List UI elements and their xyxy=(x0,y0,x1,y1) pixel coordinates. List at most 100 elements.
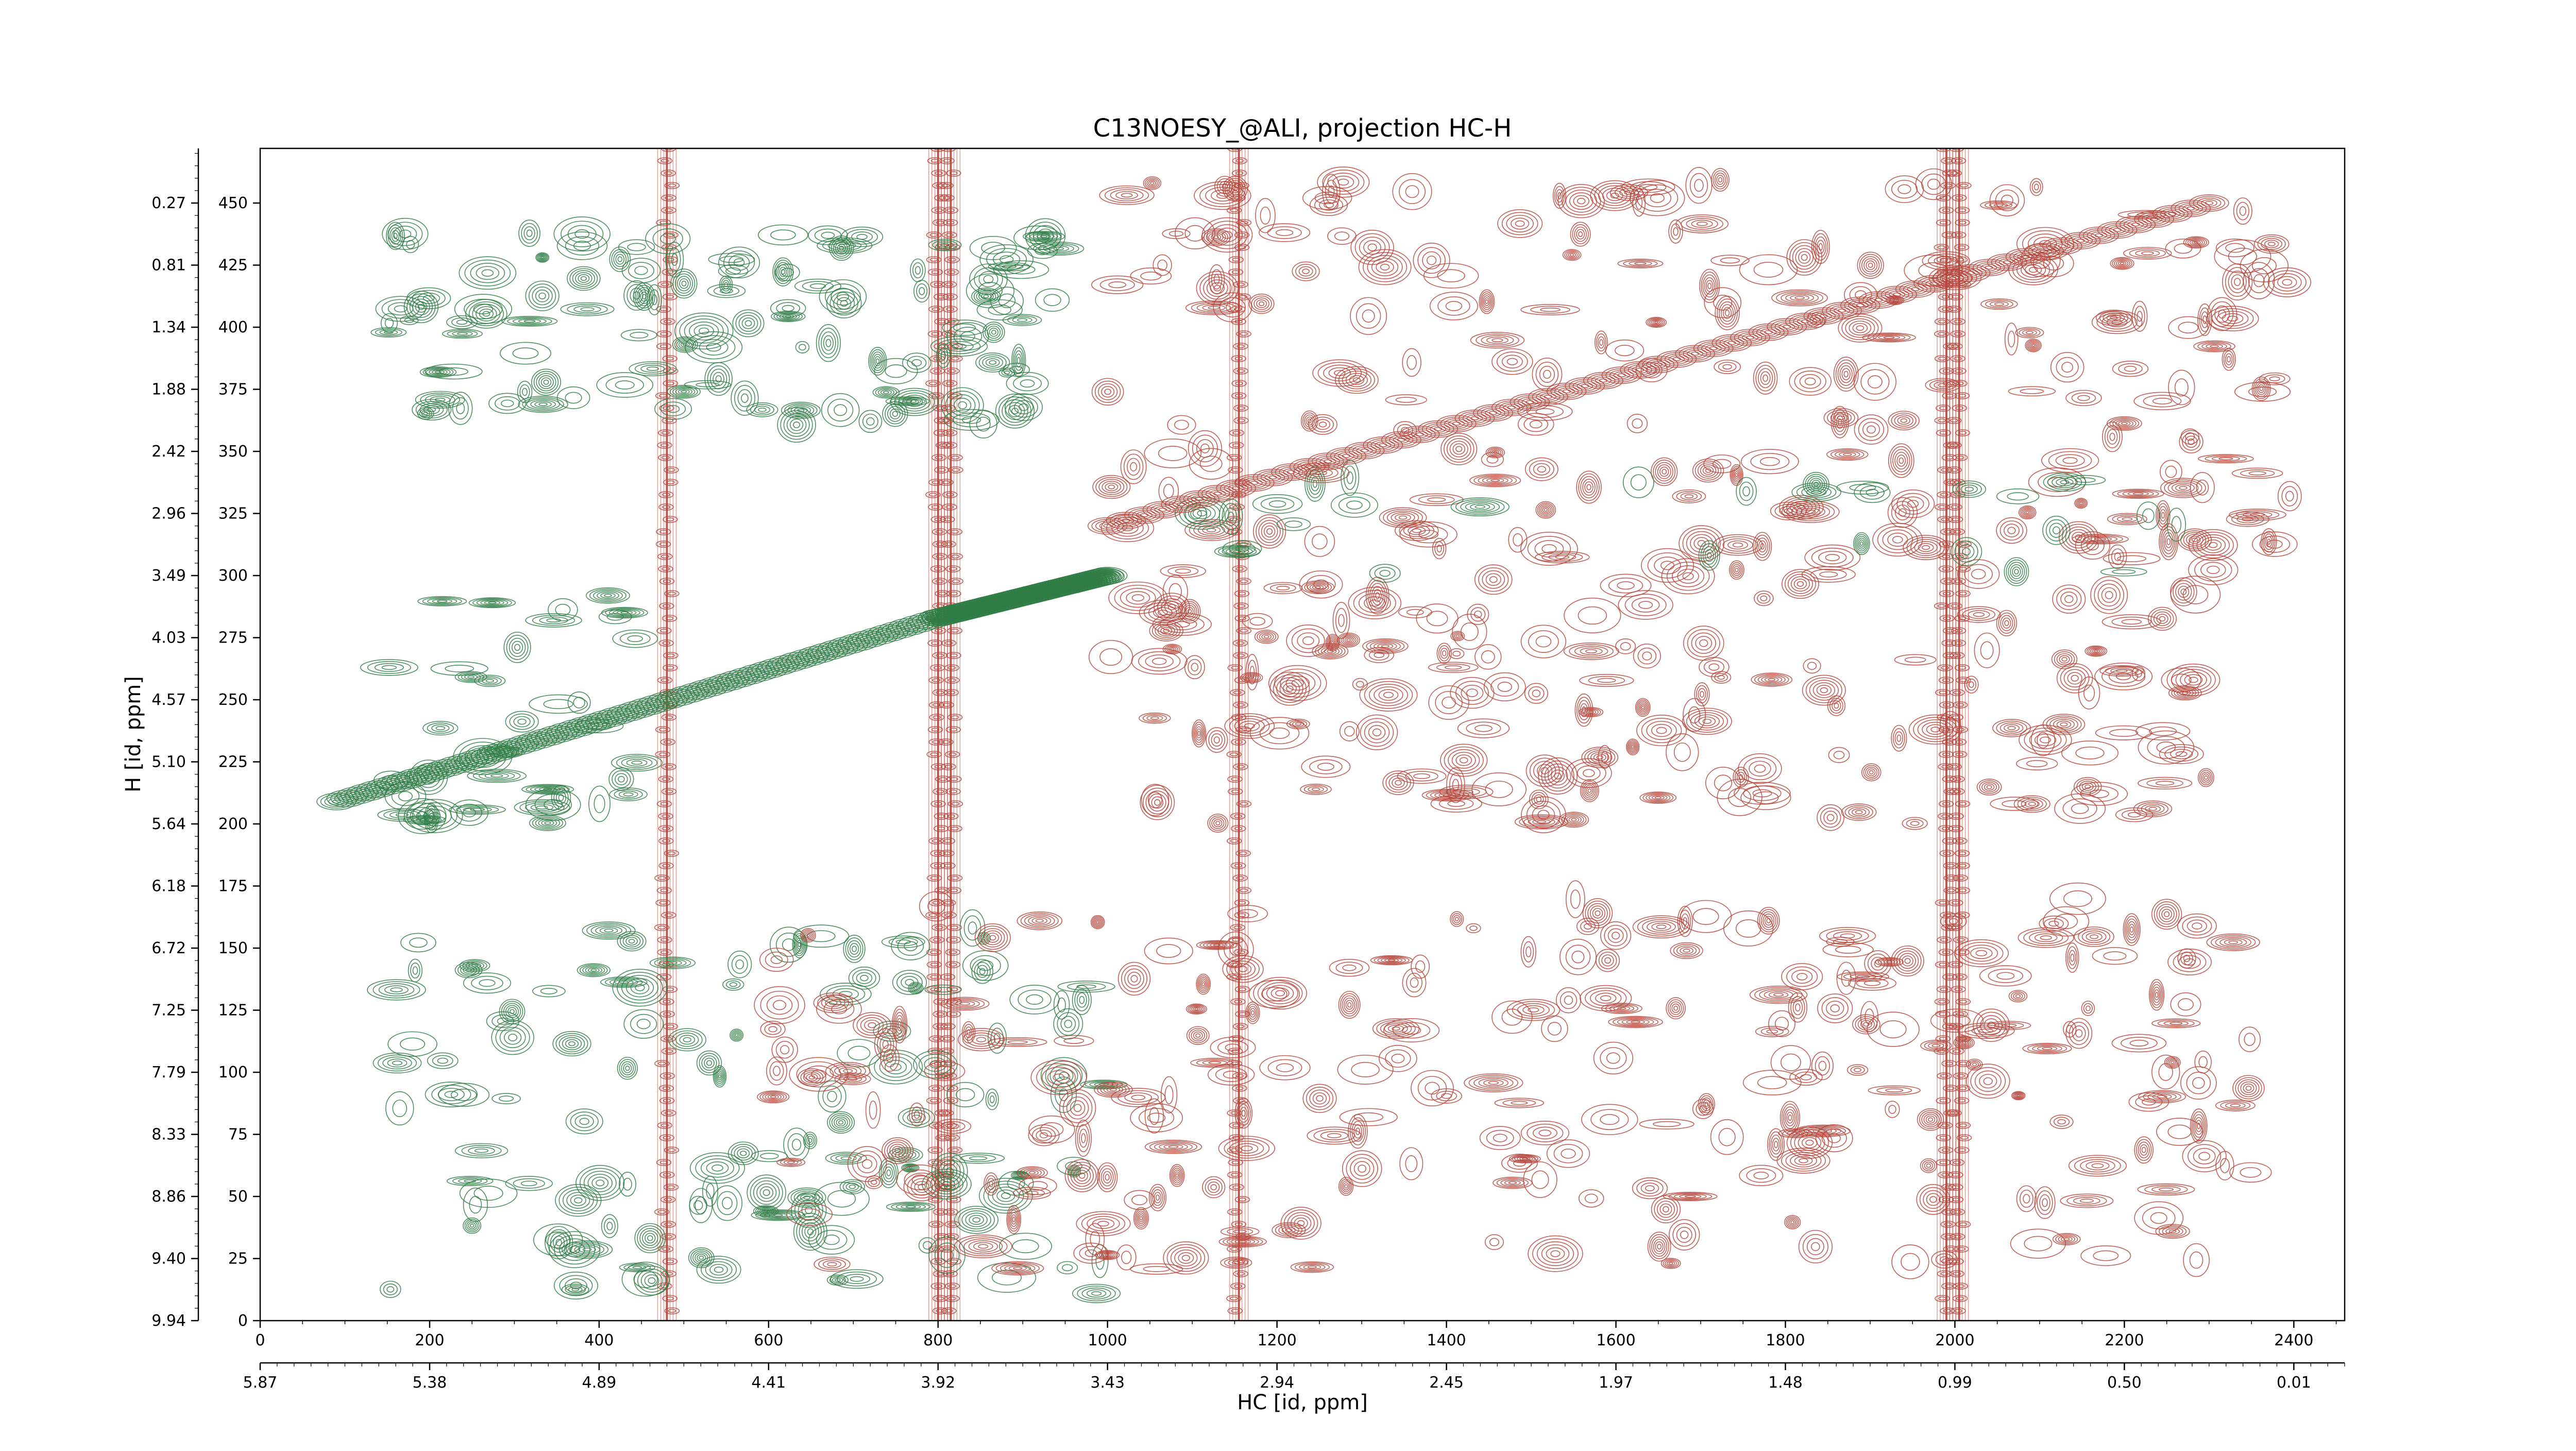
contour-peak xyxy=(1269,666,1327,701)
contour-peak-ring xyxy=(1717,299,1737,327)
contour-peak-ring xyxy=(1562,187,1601,215)
streak-peak-ring xyxy=(1233,1023,1248,1030)
contour-peak-ring xyxy=(1673,228,1678,235)
contour-peak-ring xyxy=(624,793,633,796)
streak-peak-ring xyxy=(1956,801,1970,807)
contour-peak xyxy=(1402,349,1421,377)
contour-peak-ring xyxy=(1105,483,1117,491)
contour-peak-ring xyxy=(1585,482,1593,493)
contour-peak-ring xyxy=(382,218,428,250)
contour-peak-ring xyxy=(1524,417,1548,431)
contour-peak-ring xyxy=(609,247,630,272)
contour-peak-ring xyxy=(860,975,868,981)
contour-peak xyxy=(1399,606,1432,618)
contour-peak-ring xyxy=(1600,340,1603,345)
contour-peak-ring xyxy=(793,422,800,428)
contour-peak-ring xyxy=(1985,784,1994,790)
contour-peak-ring xyxy=(1995,303,2004,306)
contour-peak xyxy=(1618,259,1663,268)
contour-peak-ring xyxy=(697,1254,705,1261)
contour-peak-ring xyxy=(887,1170,890,1176)
contour-peak-ring xyxy=(1583,769,1595,777)
streak-peak-ring xyxy=(1230,1297,1238,1300)
contour-peak xyxy=(1484,673,1526,701)
plot-area xyxy=(317,145,2311,1321)
streak-peak-ring xyxy=(656,900,670,906)
contour-peak xyxy=(2051,352,2084,382)
contour-peak-ring xyxy=(708,254,754,266)
contour-peak xyxy=(505,1176,552,1191)
contour-peak-ring xyxy=(413,967,417,974)
contour-peak xyxy=(2159,524,2178,560)
contour-peak-ring xyxy=(1654,322,1658,323)
streak-peak-ring xyxy=(1236,876,1244,880)
contour-peak-ring xyxy=(623,1178,632,1190)
contour-peak-ring xyxy=(618,257,622,262)
contour-peak-ring xyxy=(1733,543,1743,547)
contour-peak-ring xyxy=(1788,574,1813,593)
contour-peak xyxy=(609,247,630,272)
contour-peak xyxy=(827,1111,854,1133)
contour-peak-ring xyxy=(2236,203,2249,220)
contour-peak-ring xyxy=(568,226,596,243)
contour-peak-ring xyxy=(394,226,416,242)
contour-peak-ring xyxy=(629,939,635,943)
contour-peak xyxy=(1964,676,1978,693)
contour-peak xyxy=(1686,167,1712,204)
contour-peak-ring xyxy=(1802,255,1807,261)
contour-peak-ring xyxy=(1491,479,1499,481)
contour-peak-ring xyxy=(1573,195,1589,207)
contour-peak xyxy=(418,408,434,419)
contour-peak-ring xyxy=(1255,630,1278,644)
contour-peak-ring xyxy=(1866,261,1875,269)
contour-peak-ring xyxy=(1150,182,1154,184)
streak-peak-ring xyxy=(952,555,959,558)
contour-peak-ring xyxy=(604,1219,615,1234)
contour-peak-ring xyxy=(1526,755,1563,786)
contour-peak-ring xyxy=(906,1206,916,1208)
contour-peak xyxy=(859,410,882,432)
contour-peak-ring xyxy=(726,981,740,988)
streak-peak-ring xyxy=(1955,887,1970,893)
contour-peak-ring xyxy=(584,1171,616,1194)
contour-peak xyxy=(1525,683,1548,703)
contour-peak-ring xyxy=(1067,983,1106,990)
contour-peak-ring xyxy=(754,407,770,414)
streak-peak-ring xyxy=(1942,1173,1949,1176)
contour-peak-ring xyxy=(1968,611,1990,618)
contour-peak xyxy=(1888,411,1919,430)
contour-peak-ring xyxy=(513,1179,545,1188)
contour-peak-ring xyxy=(468,1147,495,1154)
contour-peak-ring xyxy=(1861,369,1889,394)
contour-peak-ring xyxy=(1800,375,1820,389)
contour-peak xyxy=(409,959,422,982)
contour-peak-ring xyxy=(1653,460,1675,483)
contour-peak-ring xyxy=(1719,178,1722,182)
contour-peak-ring xyxy=(881,390,891,395)
contour-peak-ring xyxy=(1648,318,1665,326)
contour-peak-ring xyxy=(1422,252,1440,269)
contour-peak xyxy=(376,296,425,321)
contour-peak-ring xyxy=(1399,606,1432,618)
contour-peak-ring xyxy=(1502,212,1538,234)
contour-peak-ring xyxy=(2072,393,2095,403)
contour-peak-ring xyxy=(1012,317,1031,323)
contour-peak-ring xyxy=(1339,369,1375,391)
contour-peak xyxy=(1475,645,1501,669)
streak-peak-ring xyxy=(928,269,943,275)
contour-peak-ring xyxy=(829,1113,852,1132)
contour-peak-ring xyxy=(730,1029,743,1041)
contour-peak-ring xyxy=(1099,186,1154,205)
contour-peak-ring xyxy=(1860,255,1882,276)
contour-peak xyxy=(1981,299,2018,309)
contour-peak-ring xyxy=(1357,715,1398,750)
contour-peak-ring xyxy=(1359,249,1411,284)
contour-peak-ring xyxy=(1470,332,1524,348)
contour-peak-ring xyxy=(712,1165,723,1171)
contour-peak xyxy=(1838,314,1882,342)
contour-peak-ring xyxy=(788,1134,805,1156)
contour-peak xyxy=(530,816,566,831)
contour-peak-ring xyxy=(647,367,659,370)
contour-peak-ring xyxy=(2133,493,2143,495)
streak-peak-ring xyxy=(662,778,669,781)
